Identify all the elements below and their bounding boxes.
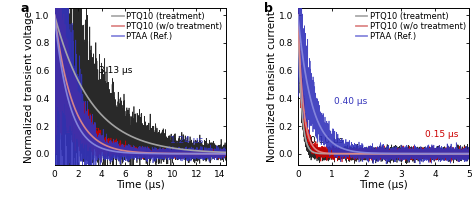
Text: 3.13 μs: 3.13 μs: [100, 66, 133, 75]
Y-axis label: Normalized transient current: Normalized transient current: [267, 11, 277, 162]
Text: 1.54 μs: 1.54 μs: [64, 126, 98, 135]
Text: b: b: [264, 2, 273, 15]
Y-axis label: Normalized transient voltage: Normalized transient voltage: [24, 11, 34, 163]
Legend: PTQ10 (treatment), PTQ10 (w/o treatment), PTAA (Ref.): PTQ10 (treatment), PTQ10 (w/o treatment)…: [111, 11, 223, 42]
Text: 0.15 μs: 0.15 μs: [425, 130, 458, 139]
Text: a: a: [20, 2, 29, 15]
Legend: PTQ10 (treatment), PTQ10 (w/o treatment), PTAA (Ref.): PTQ10 (treatment), PTQ10 (w/o treatment)…: [355, 11, 467, 42]
X-axis label: Time (μs): Time (μs): [359, 180, 408, 190]
Text: 1.24 μs: 1.24 μs: [170, 136, 203, 145]
Text: 0.40 μs: 0.40 μs: [334, 97, 367, 105]
Text: 0.10 μs: 0.10 μs: [310, 136, 343, 145]
X-axis label: Time (μs): Time (μs): [116, 180, 164, 190]
